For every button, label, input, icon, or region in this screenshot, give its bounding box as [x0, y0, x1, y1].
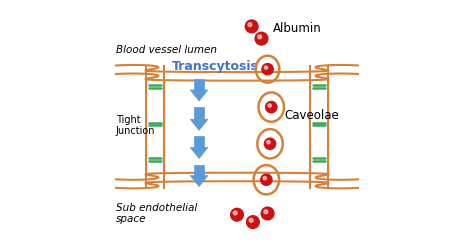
- Circle shape: [246, 20, 258, 33]
- Text: Albumin: Albumin: [273, 22, 321, 35]
- Polygon shape: [190, 119, 208, 130]
- Text: Caveolae: Caveolae: [285, 109, 339, 122]
- Polygon shape: [190, 147, 208, 158]
- Circle shape: [262, 63, 273, 75]
- Circle shape: [263, 176, 266, 180]
- Circle shape: [249, 218, 253, 222]
- Circle shape: [268, 104, 271, 107]
- Circle shape: [265, 101, 277, 113]
- Text: Sub endothelial
space: Sub endothelial space: [116, 203, 197, 224]
- Circle shape: [255, 32, 268, 45]
- Circle shape: [264, 138, 276, 149]
- Text: Tight
Junction: Tight Junction: [116, 115, 155, 136]
- Polygon shape: [190, 176, 208, 187]
- Polygon shape: [190, 90, 208, 101]
- Text: Blood vessel lumen: Blood vessel lumen: [116, 45, 217, 55]
- Text: Transcytosis: Transcytosis: [172, 60, 259, 73]
- Circle shape: [248, 23, 252, 27]
- Circle shape: [246, 216, 259, 229]
- Polygon shape: [194, 137, 204, 147]
- Circle shape: [261, 207, 274, 220]
- Circle shape: [231, 208, 243, 221]
- Circle shape: [261, 174, 272, 185]
- Circle shape: [233, 211, 237, 215]
- Polygon shape: [194, 165, 204, 176]
- Polygon shape: [194, 79, 204, 90]
- Circle shape: [267, 140, 270, 144]
- Circle shape: [264, 66, 268, 69]
- Circle shape: [258, 35, 262, 39]
- Polygon shape: [194, 107, 204, 119]
- Circle shape: [264, 210, 268, 214]
